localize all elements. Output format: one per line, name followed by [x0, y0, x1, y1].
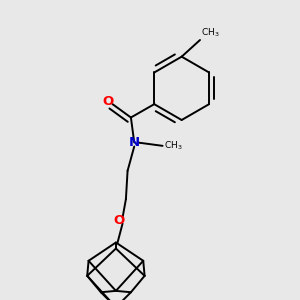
Text: N: N: [129, 136, 140, 149]
Text: CH$_3$: CH$_3$: [201, 26, 220, 39]
Text: CH$_3$: CH$_3$: [164, 140, 182, 152]
Text: O: O: [114, 214, 125, 227]
Text: O: O: [103, 95, 114, 108]
